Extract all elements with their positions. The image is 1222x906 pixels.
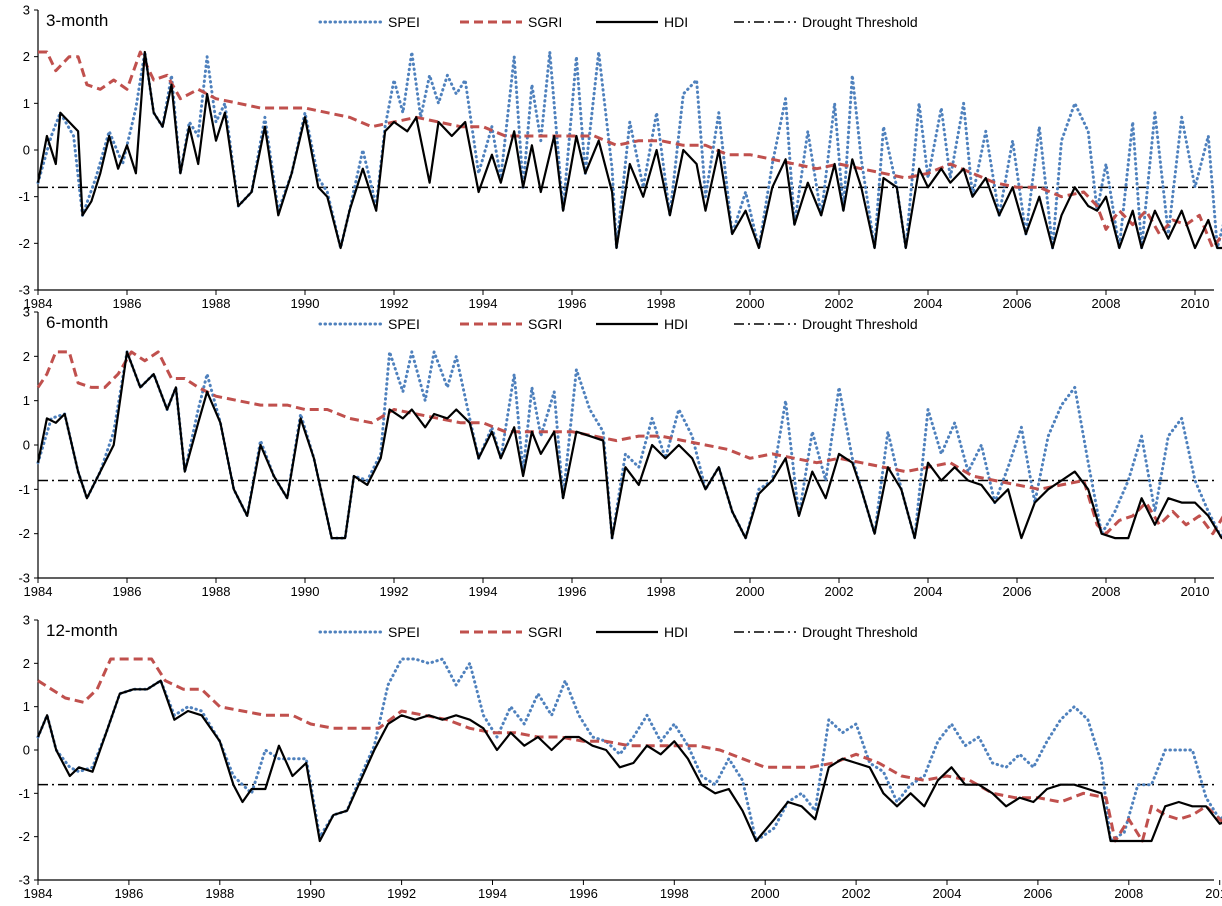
x-tick-label: 1998 (660, 886, 689, 901)
x-tick-label: 1998 (647, 296, 676, 311)
x-tick-label: 1984 (24, 886, 53, 901)
y-tick-label: 3 (23, 613, 30, 628)
x-tick-label: 2004 (914, 296, 943, 311)
legend: SPEI SGRI HDI Drought Threshold (318, 624, 918, 640)
legend-label: SPEI (388, 14, 420, 30)
x-tick-label: 1996 (569, 886, 598, 901)
legend-label: HDI (664, 14, 688, 30)
x-tick-label: 2002 (825, 296, 854, 311)
x-tick-label: 1986 (114, 886, 143, 901)
x-tick-label: 1990 (296, 886, 325, 901)
y-tick-label: -3 (18, 571, 30, 586)
x-tick-label: 1988 (202, 584, 231, 599)
panel-title: 3-month (46, 11, 108, 30)
y-tick-label: -2 (18, 236, 30, 251)
y-tick-label: 3 (23, 305, 30, 320)
x-tick-label: 1992 (380, 584, 409, 599)
x-tick-label: 2000 (751, 886, 780, 901)
x-tick-label: 1988 (202, 296, 231, 311)
x-tick-label: 2006 (1003, 296, 1032, 311)
series-line-hdi (36, 50, 1222, 250)
y-tick-label: -3 (18, 873, 30, 888)
x-tick-label: 1994 (469, 584, 498, 599)
series-line-spei (36, 350, 1222, 540)
x-tick-label: 1990 (291, 296, 320, 311)
x-tick-label: 1996 (558, 296, 587, 311)
x-tick-label: 2008 (1092, 296, 1121, 311)
legend: SPEI SGRI HDI Drought Threshold (318, 14, 918, 30)
y-tick-label: -2 (18, 526, 30, 541)
x-tick-label: 1996 (558, 584, 587, 599)
legend-label: Drought Threshold (802, 14, 918, 30)
x-tick-label: 2010 (1181, 584, 1210, 599)
x-tick-label: 1986 (113, 296, 142, 311)
x-tick-label: 1998 (647, 584, 676, 599)
x-tick-label: 1994 (478, 886, 507, 901)
legend-label: Drought Threshold (802, 624, 918, 640)
x-tick-label: 2006 (1023, 886, 1052, 901)
legend-label: SGRI (528, 14, 562, 30)
x-tick-label: 1992 (387, 886, 416, 901)
series-line-hdi (36, 679, 1222, 843)
x-tick-label: 2010 (1205, 886, 1222, 901)
y-tick-label: -1 (18, 189, 30, 204)
x-tick-label: 2000 (736, 296, 765, 311)
y-tick-label: 2 (23, 656, 30, 671)
x-tick-label: 1992 (380, 296, 409, 311)
x-tick-label: 2000 (736, 584, 765, 599)
x-tick-label: 1990 (291, 584, 320, 599)
x-tick-label: 2004 (914, 584, 943, 599)
x-tick-label: 2002 (825, 584, 854, 599)
legend-label: HDI (664, 624, 688, 640)
y-tick-label: 0 (23, 143, 30, 158)
y-tick-label: 3 (23, 3, 30, 18)
legend-label: Drought Threshold (802, 316, 918, 332)
x-tick-label: 2004 (933, 886, 962, 901)
y-tick-label: 2 (23, 49, 30, 64)
x-tick-label: 2006 (1003, 584, 1032, 599)
panel-title: 6-month (46, 313, 108, 332)
y-tick-label: -1 (18, 786, 30, 801)
legend-label: SGRI (528, 316, 562, 332)
series-line-sgri (37, 657, 1222, 843)
y-tick-label: -3 (18, 283, 30, 298)
series-line-hdi (36, 350, 1222, 540)
legend-label: HDI (664, 316, 688, 332)
x-tick-label: 1988 (205, 886, 234, 901)
x-tick-label: 1984 (24, 296, 53, 311)
legend-label: SPEI (388, 624, 420, 640)
series-line-sgri (38, 50, 1222, 250)
y-tick-label: 0 (23, 438, 30, 453)
legend-label: SGRI (528, 624, 562, 640)
y-tick-label: 1 (23, 699, 30, 714)
series-line-sgri (36, 350, 1222, 536)
panel-title: 12-month (46, 621, 118, 640)
legend-label: SPEI (388, 316, 420, 332)
series-line-spei (36, 50, 1222, 250)
y-tick-label: 1 (23, 96, 30, 111)
x-tick-label: 2002 (842, 886, 871, 901)
x-tick-label: 1986 (113, 584, 142, 599)
legend: SPEI SGRI HDI Drought Threshold (318, 316, 918, 332)
x-tick-label: 1994 (469, 296, 498, 311)
y-tick-label: 1 (23, 393, 30, 408)
y-tick-label: -2 (18, 829, 30, 844)
x-tick-label: 2008 (1114, 886, 1143, 901)
y-tick-label: 0 (23, 743, 30, 758)
series-line-spei (36, 657, 1222, 843)
x-tick-label: 2008 (1092, 584, 1121, 599)
x-tick-label: 1984 (24, 584, 53, 599)
y-tick-label: -1 (18, 482, 30, 497)
x-tick-label: 2010 (1181, 296, 1210, 311)
y-tick-label: 2 (23, 349, 30, 364)
